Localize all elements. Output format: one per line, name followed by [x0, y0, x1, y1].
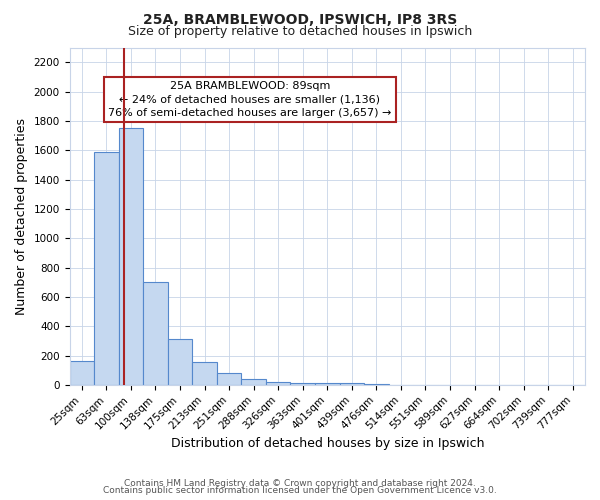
Bar: [70, 362, 94, 385]
Text: 25A BRAMBLEWOOD: 89sqm
← 24% of detached houses are smaller (1,136)
76% of semi-: 25A BRAMBLEWOOD: 89sqm ← 24% of detached…: [108, 81, 392, 118]
Text: 25A, BRAMBLEWOOD, IPSWICH, IP8 3RS: 25A, BRAMBLEWOOD, IPSWICH, IP8 3RS: [143, 12, 457, 26]
Bar: [290, 382, 315, 385]
Bar: [340, 384, 364, 385]
Bar: [241, 379, 266, 385]
Text: Contains public sector information licensed under the Open Government Licence v3: Contains public sector information licen…: [103, 486, 497, 495]
X-axis label: Distribution of detached houses by size in Ipswich: Distribution of detached houses by size …: [170, 437, 484, 450]
Bar: [94, 152, 119, 385]
Bar: [315, 384, 340, 385]
Bar: [168, 338, 192, 385]
Bar: [364, 384, 389, 385]
Bar: [192, 362, 217, 385]
Text: Contains HM Land Registry data © Crown copyright and database right 2024.: Contains HM Land Registry data © Crown c…: [124, 478, 476, 488]
Bar: [119, 128, 143, 385]
Y-axis label: Number of detached properties: Number of detached properties: [15, 118, 28, 314]
Text: Size of property relative to detached houses in Ipswich: Size of property relative to detached ho…: [128, 25, 472, 38]
Bar: [217, 373, 241, 385]
Bar: [143, 282, 168, 385]
Bar: [266, 382, 290, 385]
